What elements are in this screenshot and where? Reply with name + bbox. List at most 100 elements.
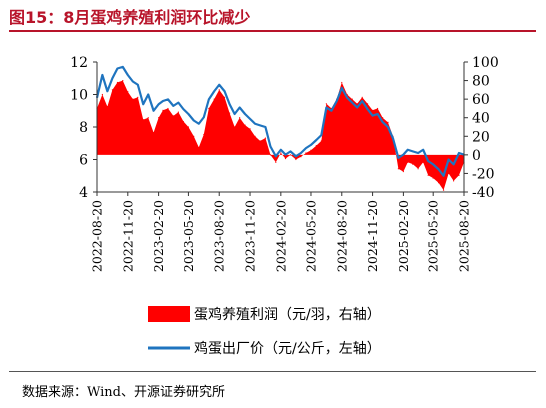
profit-point-51 — [356, 103, 358, 105]
price-point-24 — [218, 84, 220, 86]
profit-point-48 — [341, 81, 343, 84]
profit-point-27 — [234, 126, 236, 128]
y-right-tick-label-2: 0 — [472, 148, 481, 164]
price-point-64 — [422, 149, 424, 151]
price-point-23 — [213, 90, 215, 92]
profit-point-13 — [162, 109, 164, 111]
y-right-tick-label-6: 80 — [472, 74, 490, 90]
price-point-10 — [147, 93, 149, 96]
profit-point-50 — [351, 98, 353, 100]
price-point-30 — [249, 118, 251, 120]
price-point-16 — [177, 102, 179, 104]
price-point-49 — [346, 97, 348, 99]
price-point-68 — [442, 175, 445, 177]
profit-point-66 — [432, 177, 434, 179]
price-point-51 — [356, 106, 358, 109]
price-point-56 — [382, 121, 384, 123]
profit-point-64 — [422, 161, 424, 163]
profit-point-3 — [111, 89, 113, 91]
profit-point-71 — [458, 174, 460, 176]
price-point-18 — [187, 113, 190, 115]
price-point-14 — [167, 98, 169, 100]
profit-point-45 — [325, 103, 327, 105]
profit-point-8 — [137, 96, 139, 98]
price-point-25 — [223, 90, 226, 92]
source-note: 数据来源：Wind、开源证券研究所 — [22, 385, 225, 400]
profit-point-11 — [152, 131, 155, 134]
profit-point-42 — [310, 149, 312, 151]
profit-point-28 — [239, 117, 241, 119]
price-point-67 — [437, 168, 440, 170]
price-point-59 — [397, 157, 399, 159]
x-tick-label-4: 2023-08-20 — [212, 200, 227, 272]
price-point-38 — [289, 150, 292, 152]
profit-point-61 — [407, 161, 409, 163]
price-point-58 — [392, 137, 394, 139]
y-left-tick-label-3: 10 — [70, 88, 88, 104]
profit-area — [97, 80, 464, 191]
price-point-44 — [320, 134, 322, 136]
x-tick-label-10: 2025-02-20 — [396, 200, 411, 272]
legend-label-profit: 蛋鸡养殖利润（元/羽，右轴） — [194, 306, 381, 323]
profit-point-59 — [397, 168, 399, 170]
price-point-65 — [427, 160, 429, 162]
profit-point-31 — [254, 135, 256, 137]
price-point-13 — [162, 100, 164, 102]
profit-point-55 — [377, 107, 379, 110]
price-point-15 — [172, 105, 174, 107]
profit-point-49 — [346, 93, 348, 96]
profit-point-65 — [427, 174, 429, 176]
price-point-33 — [264, 126, 267, 128]
price-point-19 — [193, 119, 195, 122]
price-point-28 — [239, 106, 241, 109]
price-point-52 — [361, 100, 363, 102]
profit-point-19 — [193, 135, 195, 137]
profit-point-44 — [320, 140, 322, 142]
price-point-53 — [366, 108, 369, 110]
y-left-tick-label-2: 8 — [79, 120, 88, 136]
source-divider — [9, 371, 536, 372]
profit-point-41 — [305, 152, 307, 154]
x-tick-label-0: 2022-08-20 — [90, 200, 105, 272]
profit-point-34 — [269, 154, 272, 156]
profit-point-1 — [101, 93, 103, 96]
legend-swatch-profit — [148, 306, 190, 322]
price-point-1 — [101, 74, 103, 76]
price-point-63 — [417, 152, 419, 154]
y-right-tick-label-3: 20 — [472, 129, 490, 145]
profit-point-52 — [361, 96, 363, 98]
profit-point-20 — [198, 146, 200, 149]
profit-point-40 — [300, 156, 302, 158]
price-point-66 — [432, 163, 434, 165]
price-point-55 — [377, 113, 379, 115]
profit-point-12 — [158, 117, 160, 119]
price-point-32 — [259, 124, 261, 126]
profit-point-6 — [127, 91, 129, 93]
profit-point-36 — [280, 152, 282, 154]
profit-point-21 — [203, 133, 205, 136]
price-point-21 — [203, 116, 205, 118]
x-tick-label-11: 2025-05-20 — [426, 200, 441, 272]
price-point-11 — [152, 110, 155, 112]
profit-point-23 — [213, 98, 215, 100]
price-point-60 — [402, 154, 404, 156]
price-point-39 — [295, 155, 297, 157]
price-point-61 — [407, 149, 409, 151]
profit-point-39 — [295, 158, 297, 161]
profit-point-5 — [122, 79, 124, 82]
profit-point-35 — [275, 161, 277, 163]
price-point-70 — [453, 163, 455, 165]
profit-point-24 — [218, 89, 220, 91]
price-point-12 — [158, 103, 160, 105]
price-point-62 — [412, 150, 414, 152]
profit-point-32 — [259, 140, 261, 142]
price-point-34 — [269, 145, 272, 148]
axes-layer: 4 6 8 10 12 -40 -20 0 20 40 60 80 100 2022-08-20 2022-… — [70, 55, 499, 272]
price-point-9 — [142, 103, 144, 105]
price-point-46 — [330, 110, 332, 112]
price-point-31 — [254, 123, 256, 125]
profit-point-56 — [382, 117, 384, 119]
profit-point-67 — [437, 182, 440, 184]
profit-point-68 — [442, 189, 445, 191]
legend-label-price: 鸡蛋出厂价（元/公斤，左轴） — [194, 340, 381, 357]
